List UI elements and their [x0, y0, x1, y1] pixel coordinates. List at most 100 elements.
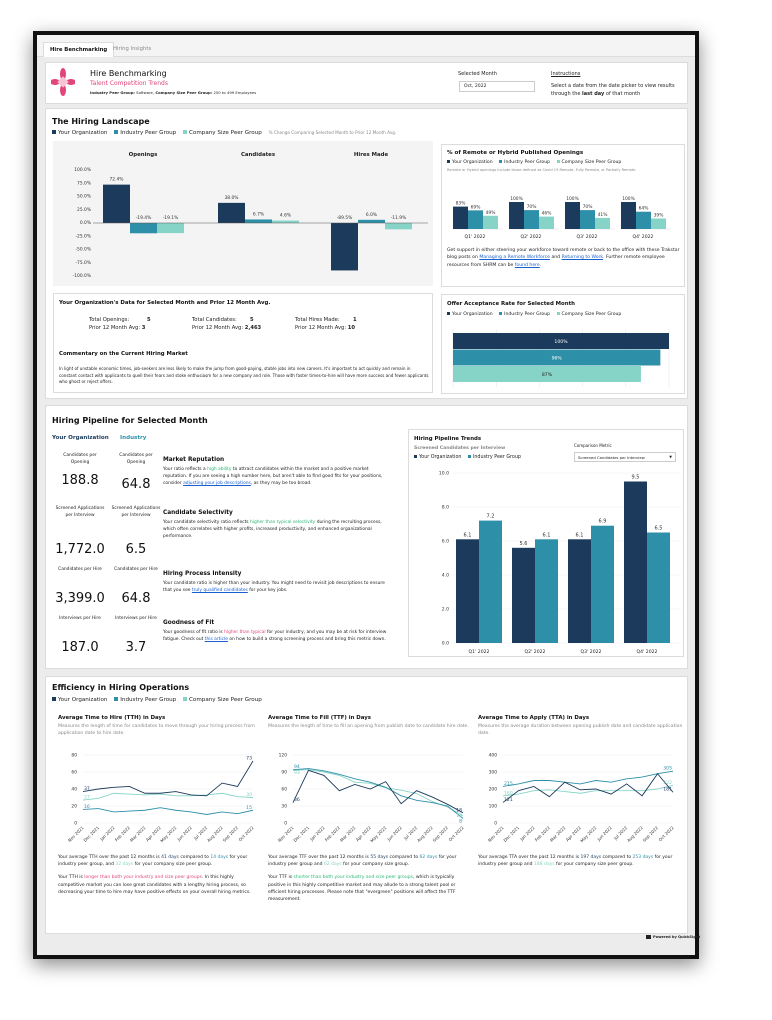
bar: [130, 223, 157, 234]
metric-heading: Hiring Process Intensity: [163, 571, 242, 577]
bar: [568, 539, 591, 643]
section-title: The Hiring Landscape: [52, 117, 150, 126]
y-tick-label: 90: [281, 770, 287, 776]
legend-label: Your Organization: [419, 455, 462, 460]
series-line: [82, 792, 254, 801]
industry-metric-value: 64.8: [121, 477, 151, 492]
y-tick-label: 400: [489, 753, 498, 759]
inline-link[interactable]: Returning to Work: [561, 255, 604, 261]
text-segment: .: [539, 262, 542, 268]
instructions-text: Select a date from the date picker to vi…: [551, 82, 683, 98]
org-metric-value: 3,399.0: [55, 591, 105, 606]
efficiency-summary: Your average TTF over the past 12 months…: [268, 854, 468, 909]
hiring-pipeline-panel: Hiring Pipeline for Selected Month Your …: [45, 405, 688, 669]
text-segment: for your industry, and you may be at ris…: [163, 630, 387, 642]
text-segment: 253 days: [632, 855, 654, 860]
percent-change-chart: Openings Candidates Hires Made 100.0% 75.0% 5…: [53, 141, 433, 286]
tab-hire-benchmarking[interactable]: Hire Benchmarking: [43, 42, 115, 57]
org-metric-label: Interviews per Hire: [59, 616, 101, 621]
legend-org: Your Organization: [52, 130, 107, 136]
group-title: Hires Made: [354, 152, 389, 158]
legend-swatch: [467, 455, 471, 458]
data-label: 87%: [542, 372, 553, 378]
y-tick-label: 120: [279, 753, 288, 759]
selected-month-input[interactable]: Oct, 2022: [459, 81, 535, 92]
inline-link[interactable]: Managing a Remote Workforce: [479, 255, 550, 261]
data-label: 6.1: [543, 532, 551, 538]
bar: [509, 202, 524, 229]
x-tick-label: Q1' 2022: [465, 234, 486, 240]
data-label: 70%: [527, 204, 537, 210]
text-segment: Your TTH is: [58, 875, 85, 881]
industry-metric-label: Candidates per Opening: [119, 453, 153, 465]
efficiency-chart-card: Average Time to Hire (TTH) in Days Measu…: [58, 715, 263, 930]
x-tick-label: Q1' 2022: [469, 649, 490, 655]
text-segment: 62 days: [323, 862, 342, 868]
x-tick-label: May 2022: [159, 825, 177, 843]
x-tick-label: Jun 2022: [596, 825, 614, 843]
efficiency-panel: Efficiency in Hiring Operations Your Org…: [45, 676, 688, 934]
text-segment: Your average TTF over the past 12 months…: [268, 855, 371, 860]
data-label: 6.5: [655, 526, 663, 532]
instructions-title: Instructions: [551, 71, 581, 77]
y-tick-label: 50.0%: [77, 194, 91, 200]
stat-avg-value: 3: [141, 325, 146, 331]
x-tick-label: Sep 2022: [432, 825, 450, 843]
y-tick-label: 80: [71, 753, 77, 759]
x-tick-label: Jan 2022: [98, 825, 116, 843]
bar: [385, 223, 412, 230]
x-tick-label: Dec 2021: [82, 825, 100, 843]
y-tick-label: 100: [489, 804, 498, 810]
legend-swatch: [114, 697, 119, 701]
section-title: Efficiency in Hiring Operations: [52, 683, 190, 692]
tab-hiring-insights[interactable]: Hiring Insights: [113, 46, 152, 52]
text-segment: Your average TTH over the past 12 months…: [58, 855, 162, 860]
y-tick-label: 100.0%: [74, 167, 91, 173]
inline-link[interactable]: truly qualified candidates: [191, 588, 248, 593]
text-segment: for your company size peer group.: [133, 862, 213, 868]
legend-label: Industry Peer Group: [504, 160, 551, 165]
comparison-metric-select[interactable]: Screened Candidates per Interview ▼: [574, 452, 676, 462]
efficiency-chart-desc: Measures the length of time to fill an o…: [268, 724, 469, 729]
x-tick-label: Mar 2022: [339, 825, 357, 843]
data-label: 94: [294, 764, 300, 770]
y-tick-label: 0: [284, 821, 287, 827]
metric-description: Your candidate selectivity ratio reflect…: [163, 519, 393, 540]
inline-link[interactable]: adjusting your job descriptions: [183, 481, 251, 486]
y-tick-label: 25.0%: [77, 207, 91, 213]
x-tick-label: Q4' 2022: [637, 649, 658, 655]
data-label: 5.6: [520, 541, 528, 547]
metric-heading: Goodness of Fit: [163, 620, 215, 626]
bar: [524, 210, 539, 229]
x-tick-label: Q4' 2022: [633, 234, 654, 240]
data-label: 121: [504, 797, 513, 803]
remote-note: Remote or Hybrid openings include those …: [447, 168, 636, 172]
powered-by: Powered by QuickSight: [646, 935, 700, 939]
legend-label: Industry Peer Group: [504, 312, 551, 317]
data-label: -89.5%: [337, 215, 353, 221]
select-value: Screened Candidates per Interview: [578, 455, 645, 460]
offer-title: Offer Acceptance Rate for Selected Month: [447, 301, 576, 307]
efficiency-chart-desc: Measures the average duration between op…: [478, 724, 683, 736]
inline-link[interactable]: this article: [204, 637, 228, 642]
bar: [535, 539, 558, 643]
data-label: 4.6%: [280, 213, 291, 219]
stat-label: Total Candidates:: [192, 317, 237, 323]
bar: [453, 349, 661, 366]
efficiency-chart-title: Average Time to Hire (TTH) in Days: [58, 715, 166, 721]
inline-link[interactable]: found here: [514, 262, 540, 268]
legend-label: Industry Peer Group: [120, 697, 177, 703]
data-label: 73: [246, 755, 252, 761]
data-label: 15: [246, 805, 252, 811]
legend-label: Your Organization: [58, 130, 108, 136]
hiring-landscape-panel: The Hiring Landscape Your Organization I…: [45, 108, 688, 399]
offer-legend: Your Organization Industry Peer Group Co…: [447, 312, 626, 317]
y-tick-label: 2.0: [442, 607, 449, 613]
data-label: 6.9: [599, 519, 607, 525]
pipeline-trends-chart: 10.0 8.0 6.0 4.0 2.0 0.0 6.1 5.6 6.1 9.5 7.2 6.1 6.9…: [439, 471, 681, 655]
bar: [157, 223, 184, 234]
text-segment: on how to build a strong screening proce…: [227, 637, 386, 642]
efficiency-chart-card: Average Time to Fill (TTF) in Days Measu…: [268, 715, 473, 930]
org-data-title: Your Organization's Data for Selected Mo…: [59, 300, 271, 306]
